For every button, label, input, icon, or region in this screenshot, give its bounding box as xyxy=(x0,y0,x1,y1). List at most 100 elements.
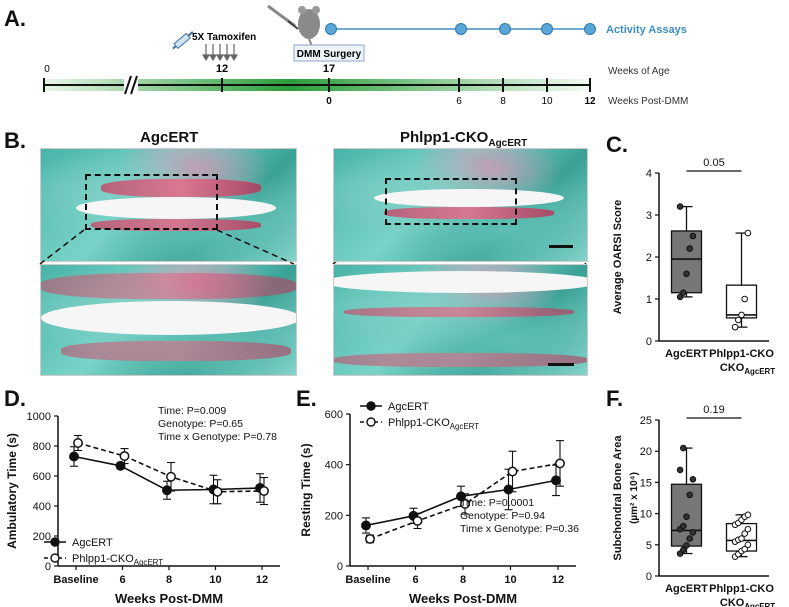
bone-category-0: AgcERT xyxy=(665,583,708,595)
bone-category-1-line2: CKOAgcERT xyxy=(720,597,775,607)
activity-assays-label: Activity Assays xyxy=(606,24,687,36)
panel-label-a: A. xyxy=(4,6,26,31)
bone-point-0-6 xyxy=(680,522,687,530)
oarsi-ytick-label-2: 2 xyxy=(646,252,652,264)
ambulatory-point-1-1 xyxy=(119,451,130,462)
resting-xlabel: Weeks Post-DMM xyxy=(409,591,517,606)
assay-point-6 xyxy=(455,23,467,35)
bone-point-1-7 xyxy=(738,535,745,542)
weeks-of-age-label: Weeks of Age xyxy=(608,66,670,77)
ambulatory-stat-2: Time x Genotype: P=0.78 xyxy=(158,431,277,443)
oarsi-point-1-4 xyxy=(744,229,752,237)
bone-point-0-1 xyxy=(680,546,687,554)
oarsi-point-0-2 xyxy=(683,270,690,278)
tamoxifen-label: 5X Tamoxifen xyxy=(192,32,256,43)
bone-point-1-4 xyxy=(744,541,752,549)
ambulatory-legend-marker-1 xyxy=(50,553,60,563)
oarsi-point-0-3 xyxy=(686,245,693,252)
oarsi-category-0: AgcERT xyxy=(665,348,708,360)
oarsi-ytick-label-4: 4 xyxy=(646,168,652,180)
resting-legend-label-1: Phlpp1-CKOAgcERT xyxy=(388,417,479,431)
histology-cko-overview xyxy=(333,148,588,262)
resting-ytick-label-3: 600 xyxy=(325,409,343,421)
oarsi-point-0-4 xyxy=(689,232,697,240)
panel-label-c: C. xyxy=(606,132,628,157)
ambulatory-stat-1: Genotype: P=0.65 xyxy=(158,418,243,430)
bone-point-0-3 xyxy=(686,535,693,542)
oarsi-point-0-5 xyxy=(676,203,684,210)
bone-ylabel-unit: (µm² x 10⁴) xyxy=(629,472,640,524)
post-tick-6: 6 xyxy=(456,96,462,107)
oarsi-box-0 xyxy=(670,230,703,294)
oarsi-significance-label: 0.05 xyxy=(703,157,724,169)
resting-point-0-0 xyxy=(361,520,371,531)
ambulatory-xtick-label-2: 8 xyxy=(166,574,172,586)
resting-ytick-label-1: 200 xyxy=(325,510,343,522)
bone-ytick-label-1: 5 xyxy=(646,540,652,552)
bone-point-0-10 xyxy=(676,466,684,474)
oarsi-point-1-1 xyxy=(735,316,742,324)
ambulatory-ytick-label-5: 1000 xyxy=(27,411,51,423)
ambulatory-point-1-0 xyxy=(73,438,83,448)
ambulatory-point-0-1 xyxy=(115,460,126,471)
timeline-diagram: 0 12 17 0 6 8 10 12 Weeks of Age Weeks P… xyxy=(43,4,688,107)
age-tick-17: 17 xyxy=(323,63,335,75)
bone-point-0-7 xyxy=(683,513,690,521)
bone-point-0-2 xyxy=(683,542,690,549)
resting-series-line-1 xyxy=(369,462,561,540)
ambulatory-ytick-label-4: 800 xyxy=(33,441,51,453)
ambulatory-point-1-4 xyxy=(259,486,269,496)
bone-significance-label: 0.19 xyxy=(703,404,724,416)
histology-agcert-overview xyxy=(40,148,297,262)
resting-xtick-label-1: 6 xyxy=(412,574,418,586)
age-tick-0: 0 xyxy=(44,64,50,75)
histology-title-agcert: AgcERT xyxy=(140,129,199,146)
ambulatory-legend-label-1-main: Phlpp1-CKO xyxy=(72,553,134,565)
assay-point-12 xyxy=(584,23,596,35)
ambulatory-ytick-label-2: 400 xyxy=(33,501,51,513)
oarsi-ytick-label-3: 3 xyxy=(646,210,652,222)
oarsi-ytick-label-1: 1 xyxy=(646,294,652,306)
bone-box-1 xyxy=(725,522,758,552)
bone-ytick-label-4: 20 xyxy=(640,446,652,458)
ambulatory-xtick-label-1: 6 xyxy=(119,574,125,586)
resting-stat-1: Genotype: P=0.94 xyxy=(460,510,545,522)
resting-xtick-label-0: Baseline xyxy=(345,574,390,586)
resting-point-1-3 xyxy=(507,466,518,477)
post-tick-10: 10 xyxy=(541,96,553,107)
ambulatory-point-1-3 xyxy=(212,486,223,497)
ambulatory-xlabel: Weeks Post-DMM xyxy=(115,591,223,606)
ambulatory-ytick-label-3: 600 xyxy=(33,471,51,483)
ambulatory-xtick-label-3: 10 xyxy=(209,574,221,586)
oarsi-category-1-line2-main: CKO xyxy=(720,362,745,374)
resting-point-1-0 xyxy=(365,533,375,544)
oarsi-category-1-line2: CKOAgcERT xyxy=(720,362,775,376)
post-tick-8: 8 xyxy=(500,96,506,107)
oarsi-point-1-0 xyxy=(731,323,739,331)
resting-legend-marker-1 xyxy=(366,417,376,427)
bone-ytick-label-2: 10 xyxy=(640,509,652,521)
dmm-surgery-label: DMM Surgery xyxy=(297,49,362,60)
resting-ylabel: Resting Time (s) xyxy=(299,443,313,536)
mouse-icon xyxy=(298,6,320,47)
chart-ambulatory: 0 200 400 600 800 1000 Baseline 6 8 10 12 Time: P=0… xyxy=(5,405,280,606)
ambulatory-legend-marker-0 xyxy=(50,537,60,547)
chart-resting: 0 200 400 600 Baseline 6 8 10 12 Time: P=0.0001Ge… xyxy=(299,401,579,606)
bone-point-0-4 xyxy=(689,529,697,536)
bone-point-1-3 xyxy=(741,545,748,553)
assay-point-0 xyxy=(325,23,337,35)
resting-ytick-label-2: 400 xyxy=(325,460,343,472)
dmm-surgery-box xyxy=(293,44,365,62)
weeks-post-dmm-label: Weeks Post-DMM xyxy=(608,96,688,107)
tamoxifen-arrows-icon xyxy=(201,44,239,62)
bone-category-1: Phlpp1-CKO xyxy=(709,583,774,595)
resting-xtick-label-4: 12 xyxy=(552,574,564,586)
histology-title-cko-sub: AgcERT xyxy=(488,138,528,149)
oarsi-point-1-2 xyxy=(738,311,745,319)
syringe-icon xyxy=(172,31,194,50)
panel-label-f: F. xyxy=(606,386,624,411)
ambulatory-legend-label-0: AgcERT xyxy=(72,537,113,549)
resting-point-1-1 xyxy=(412,515,423,526)
bone-category-1-line2-sub: AgcERT xyxy=(744,602,775,607)
ambulatory-legend-label-1-sub: AgcERT xyxy=(134,558,163,567)
